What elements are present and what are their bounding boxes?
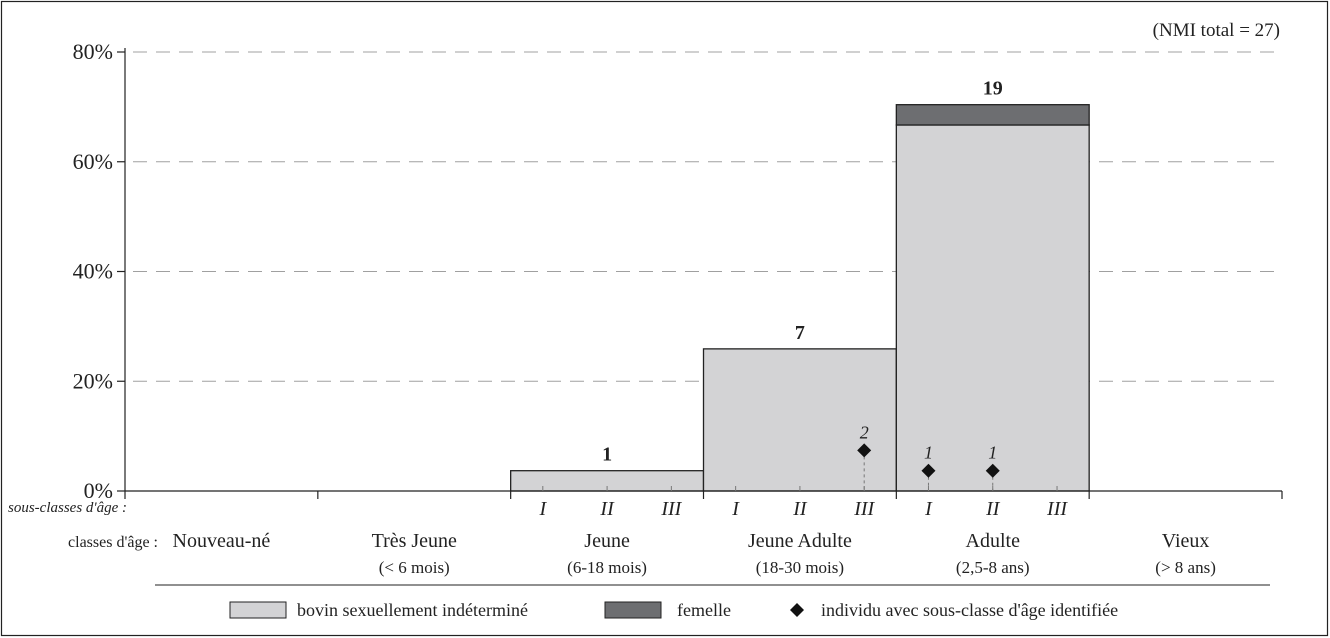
category-label: Très Jeune [372,530,457,552]
legend-label-individu: individu avec sous-classe d'âge identifi… [821,600,1118,620]
legend-marker-icon [790,603,804,617]
subclass-label: I [731,498,740,520]
individual-marker [857,443,872,458]
legend-swatch-femelle [604,601,662,619]
category-range-label: (6-18 mois) [567,558,647,577]
y-tick-label: 40% [73,259,113,284]
category-range-label: (18-30 mois) [756,558,844,577]
category-label: Jeune Adulte [748,530,852,552]
class-axis-label: classes d'âge : [68,534,158,551]
legend-swatch-indetermine [229,601,287,619]
marker-count-label: 1 [988,443,997,463]
subclass-label: II [985,498,1001,520]
individual-marker [985,463,1000,478]
subclass-label: III [1046,498,1068,520]
subclass-label: III [853,498,875,520]
marker-count-label: 2 [860,422,869,442]
bar-indetermine [702,348,897,492]
category-range-label: (> 8 ans) [1155,558,1216,577]
legend-label-indetermine: bovin sexuellement indéterminé [297,600,528,620]
subclass-label: I [924,498,933,520]
marker-count-label: 1 [924,443,933,463]
individual-marker [921,463,936,478]
axes [117,48,1283,586]
legend: bovin sexuellement indéterminé femelle ind… [229,600,1118,620]
y-tick-label: 20% [73,368,113,393]
bars [510,104,1090,492]
category-range-label: (2,5-8 ans) [956,558,1030,577]
subclass-label: III [660,498,682,520]
bar-count-label: 1 [602,444,612,466]
category-label: Nouveau-né [173,530,271,552]
bar-femelle [895,104,1090,126]
subclass-label: II [792,498,808,520]
y-tick-label: 0% [84,478,113,503]
subclass-label: I [538,498,547,520]
bar-indetermine [895,124,1090,492]
grid-lines [133,51,1282,382]
bar-count-label: 7 [795,322,805,344]
category-label: Jeune [584,530,630,552]
category-label: Vieux [1162,530,1210,552]
subclass-label: II [599,498,615,520]
category-range-label: (< 6 mois) [379,558,450,577]
y-tick-label: 60% [73,149,113,174]
legend-label-femelle: femelle [677,600,731,620]
bar-count-label: 19 [983,78,1003,100]
y-tick-label: 80% [73,39,113,64]
subclass-axis-label: sous-classes d'âge : [8,500,127,516]
category-label: Adulte [966,530,1021,552]
total-note: (NMI total = 27) [1153,20,1280,41]
